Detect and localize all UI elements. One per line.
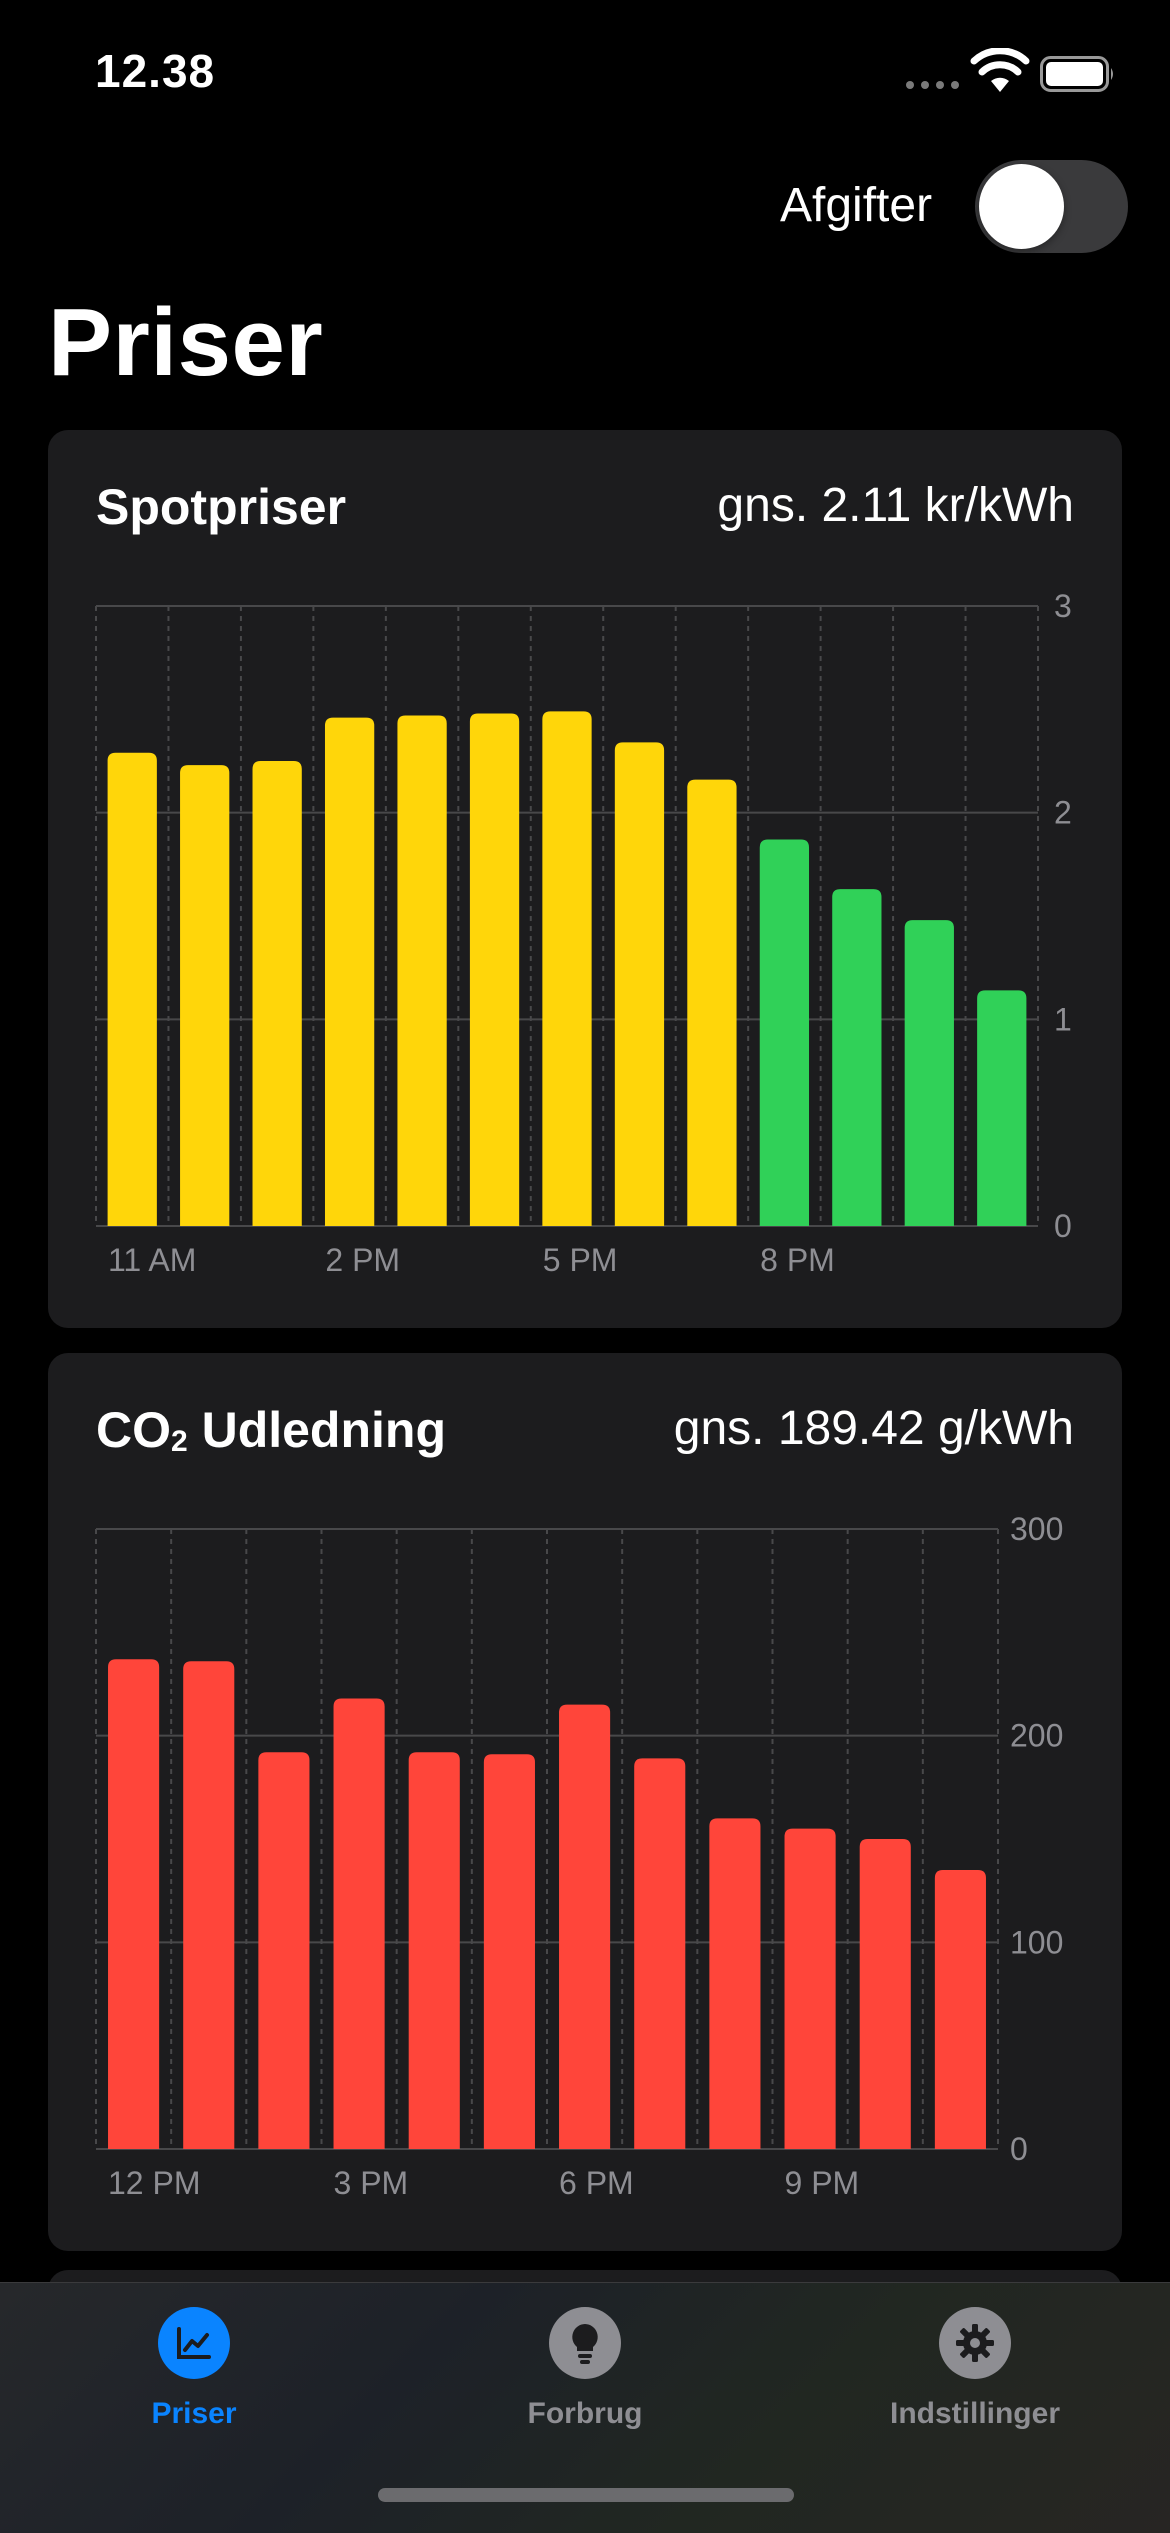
fees-toggle[interactable] [975,160,1128,253]
tab-forbrug[interactable]: Forbrug [435,2307,735,2431]
bar-10pm [904,920,954,1226]
x-tick-label: 9 PM [785,2165,860,2201]
spot-price-chart: 0 1 2 3 11 AM 2 PM 5 PM 8 PM [95,588,1072,1278]
x-tick-label: 12 PM [108,2165,200,2201]
home-indicator[interactable] [378,2488,794,2502]
tab-bar: Priser Forbrug [0,2282,1170,2533]
page-title: Priser [48,289,324,396]
bar-5pm [483,1754,535,2149]
bar-9pm [832,889,882,1226]
card-title: Spotpriser [96,479,347,535]
y-tick-label: 200 [1010,1718,1063,1754]
co2-emission-card: CO2 Udledning gns. 189.42 g/kWh 0 100 200 3… [48,1353,1122,2251]
x-tick-label: 3 PM [334,2165,409,2201]
bar-11am [107,752,157,1226]
lightbulb-icon [549,2307,621,2379]
bar-10pm [859,1839,911,2149]
bar-3pm [397,715,447,1226]
y-tick-label: 3 [1054,588,1072,624]
bar-4pm [469,713,520,1226]
fees-toggle-label: Afgifter [780,179,933,232]
bar-1pm [183,1661,235,2149]
y-tick-label: 1 [1054,1001,1072,1037]
tab-priser[interactable]: Priser [44,2307,344,2431]
bar-4pm [408,1752,460,2149]
co2-emission-chart: 0 100 200 300 12 PM 3 PM 6 PM 9 PM [95,1511,1063,2201]
y-tick-label: 100 [1010,1924,1063,1960]
x-tick-label: 11 AM [108,1242,196,1278]
y-tick-label: 2 [1054,795,1072,831]
gear-icon [939,2307,1011,2379]
bar-11pm [977,990,1027,1226]
card-title: CO2 Udledning [96,1402,446,1458]
bar-2pm [258,1752,310,2149]
bar-5pm [542,711,592,1226]
bar-12pm [180,765,230,1226]
tab-label: Priser [151,2397,237,2430]
x-tick-label: 6 PM [559,2165,634,2201]
cellular-signal-icon [906,81,959,89]
bar-7pm [634,1758,686,2149]
bar-6pm [614,742,665,1226]
bar-2pm [324,717,375,1226]
bar-6pm [559,1704,611,2149]
x-tick-label: 2 PM [325,1242,400,1278]
y-tick-label: 0 [1054,1208,1072,1244]
bar-8pm [759,839,810,1226]
bar-11pm [934,1870,986,2149]
tab-label: Forbrug [527,2397,643,2430]
bar-3pm [333,1698,385,2149]
average-price: gns. 2.11 kr/kWh [717,479,1074,532]
spot-price-card: Spotpriser gns. 2.11 kr/kWh 0 1 2 3 11 AM 2 P… [48,430,1122,1328]
chart-icon [158,2307,230,2379]
bar-9pm [784,1828,836,2149]
tab-indstillinger[interactable]: Indstillinger [825,2307,1125,2431]
y-tick-label: 0 [1010,2131,1028,2167]
y-tick-label: 300 [1010,1511,1063,1547]
status-time: 12.38 [95,45,216,97]
bar-8pm [709,1818,761,2149]
bar-12pm [108,1659,160,2149]
x-tick-label: 8 PM [760,1242,835,1278]
bar-7pm [687,779,737,1226]
average-emission: gns. 189.42 g/kWh [673,1402,1074,1455]
x-tick-label: 5 PM [543,1242,618,1278]
tab-label: Indstillinger [889,2397,1060,2430]
wifi-icon [970,48,1030,92]
status-bar: 12.38 [0,0,1170,150]
bar-1pm [252,761,302,1226]
toggle-knob [979,164,1064,249]
battery-icon [1040,56,1113,92]
